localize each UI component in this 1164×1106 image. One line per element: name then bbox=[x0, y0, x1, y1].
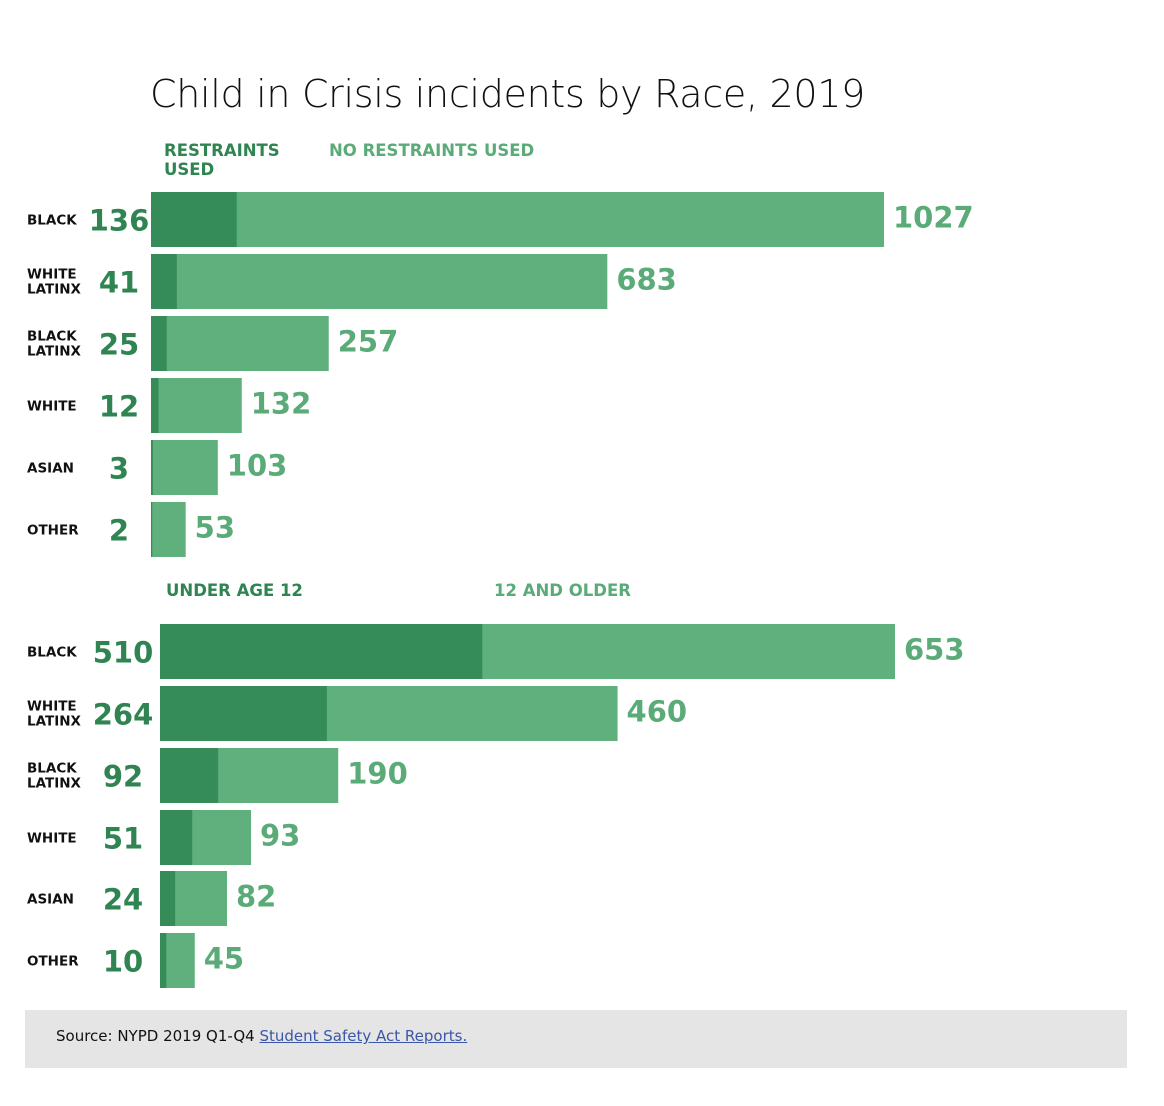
chart2-value-white-latinx-dark: 264 bbox=[93, 698, 154, 732]
chart2-value-black-latinx-dark: 92 bbox=[103, 760, 143, 794]
chart2-bar-asian-dark bbox=[160, 871, 176, 926]
chart1-bar-white-latinx-dark bbox=[151, 254, 177, 309]
chart2-category-label-other: OTHER bbox=[27, 954, 79, 970]
chart2-category-line: LATINX bbox=[27, 714, 82, 730]
chart1-value-other-light: 53 bbox=[195, 511, 235, 545]
chart1-category-line: BLACK bbox=[27, 213, 77, 229]
chart1-bar-asian-dark bbox=[151, 440, 153, 495]
source-text: Source: NYPD 2019 Q1-Q4 Student Safety A… bbox=[56, 1027, 467, 1045]
chart1-legend-line: USED bbox=[164, 160, 214, 179]
chart1-value-white-light: 132 bbox=[251, 387, 312, 421]
chart1-category-label-white: WHITE bbox=[27, 399, 77, 415]
chart2-legend-dark: UNDER AGE 12 bbox=[166, 581, 303, 600]
chart2-legend-light: 12 AND OLDER bbox=[494, 581, 631, 600]
chart2-category-label-white-latinx: WHITE LATINX bbox=[27, 699, 82, 730]
chart1-bar-black-dark bbox=[151, 192, 237, 247]
chart1-bar-white-latinx-light bbox=[151, 254, 608, 309]
chart1-category-label-black: BLACK bbox=[27, 213, 77, 229]
chart: RESTRAINTS USED NO RESTRAINTS USED BLACK 136… bbox=[27, 141, 974, 988]
chart1-category-label-white-latinx: WHITE LATINX bbox=[27, 267, 82, 298]
chart2-category-line: ASIAN bbox=[27, 892, 74, 908]
chart1-bar-white-dark bbox=[151, 378, 159, 433]
chart1-bar-black-light bbox=[151, 192, 884, 247]
chart1-legend-line: RESTRAINTS bbox=[164, 141, 280, 160]
chart1-legend-dark: RESTRAINTS USED bbox=[164, 141, 280, 179]
chart1-value-white-latinx-dark: 41 bbox=[99, 266, 139, 300]
chart1-bar-black-latinx-light bbox=[151, 316, 329, 371]
chart2-bar-black-dark bbox=[160, 624, 483, 679]
chart2-category-label-asian: ASIAN bbox=[27, 892, 74, 908]
chart2-value-other-dark: 10 bbox=[103, 945, 143, 979]
chart1-category-line: LATINX bbox=[27, 282, 82, 298]
chart1-category-label-asian: ASIAN bbox=[27, 461, 74, 477]
chart2-bar-black-latinx-dark bbox=[160, 748, 219, 803]
chart1-category-label-black-latinx: BLACK LATINX bbox=[27, 329, 82, 360]
chart2-category-line: WHITE bbox=[27, 699, 77, 715]
chart2-value-other-light: 45 bbox=[204, 942, 244, 976]
chart1-bar-other-light bbox=[151, 502, 186, 557]
chart1-category-line: BLACK bbox=[27, 329, 77, 345]
chart1-bar-white-light bbox=[151, 378, 242, 433]
chart1-value-asian-light: 103 bbox=[227, 449, 288, 483]
chart2-category-line: LATINX bbox=[27, 776, 82, 792]
chart1-legend-light: NO RESTRAINTS USED bbox=[329, 141, 534, 160]
chart2-category-line: OTHER bbox=[27, 954, 79, 970]
source-link[interactable]: Student Safety Act Reports. bbox=[259, 1027, 468, 1045]
chart2-category-line: BLACK bbox=[27, 645, 77, 661]
chart1-value-white-latinx-light: 683 bbox=[616, 263, 677, 297]
chart1-value-black-dark: 136 bbox=[89, 204, 150, 238]
chart1-legend-line: NO RESTRAINTS USED bbox=[329, 141, 534, 160]
chart1-value-black-light: 1027 bbox=[893, 201, 974, 235]
chart2-category-label-black-latinx: BLACK LATINX bbox=[27, 761, 82, 792]
source-prefix: Source: NYPD 2019 Q1-Q4 bbox=[56, 1027, 260, 1045]
chart1-value-black-latinx-light: 257 bbox=[338, 325, 399, 359]
chart2-category-line: WHITE bbox=[27, 831, 77, 847]
chart1-category-label-other: OTHER bbox=[27, 523, 79, 539]
chart1-value-white-dark: 12 bbox=[99, 390, 139, 424]
chart2-value-asian-light: 82 bbox=[236, 880, 276, 914]
chart2-value-white-latinx-light: 460 bbox=[627, 695, 688, 729]
chart1-category-line: WHITE bbox=[27, 399, 77, 415]
chart2-bar-other-dark bbox=[160, 933, 167, 988]
chart2-bar-white-latinx-dark bbox=[160, 686, 327, 741]
chart1-bar-other-dark bbox=[151, 502, 153, 557]
source-footer: Source: NYPD 2019 Q1-Q4 Student Safety A… bbox=[25, 1010, 1127, 1068]
chart1-value-black-latinx-dark: 25 bbox=[99, 328, 139, 362]
chart1-bar-black-latinx-dark bbox=[151, 316, 167, 371]
chart2-value-black-latinx-light: 190 bbox=[347, 757, 408, 791]
chart2-value-white-dark: 51 bbox=[103, 822, 143, 856]
chart2-category-line: BLACK bbox=[27, 761, 77, 777]
chart2-legend-line: 12 AND OLDER bbox=[494, 581, 631, 600]
chart1-category-line: OTHER bbox=[27, 523, 79, 539]
chart2-legend-line: UNDER AGE 12 bbox=[166, 581, 303, 600]
chart2-value-black-dark: 510 bbox=[93, 636, 154, 670]
chart2-value-white-light: 93 bbox=[260, 819, 300, 853]
chart1-value-other-dark: 2 bbox=[109, 514, 129, 548]
chart1-category-line: WHITE bbox=[27, 267, 77, 283]
chart2-value-asian-dark: 24 bbox=[103, 883, 143, 917]
chart1-category-line: LATINX bbox=[27, 344, 82, 360]
chart2-category-label-white: WHITE bbox=[27, 831, 77, 847]
chart2-value-black-light: 653 bbox=[904, 633, 965, 667]
chart2-category-label-black: BLACK bbox=[27, 645, 77, 661]
chart1-value-asian-dark: 3 bbox=[109, 452, 129, 486]
chart2-bar-white-dark bbox=[160, 810, 193, 865]
chart1-bar-asian-light bbox=[151, 440, 218, 495]
chart-title: Child in Crisis incidents by Race, 2019 bbox=[150, 72, 866, 116]
chart1-category-line: ASIAN bbox=[27, 461, 74, 477]
